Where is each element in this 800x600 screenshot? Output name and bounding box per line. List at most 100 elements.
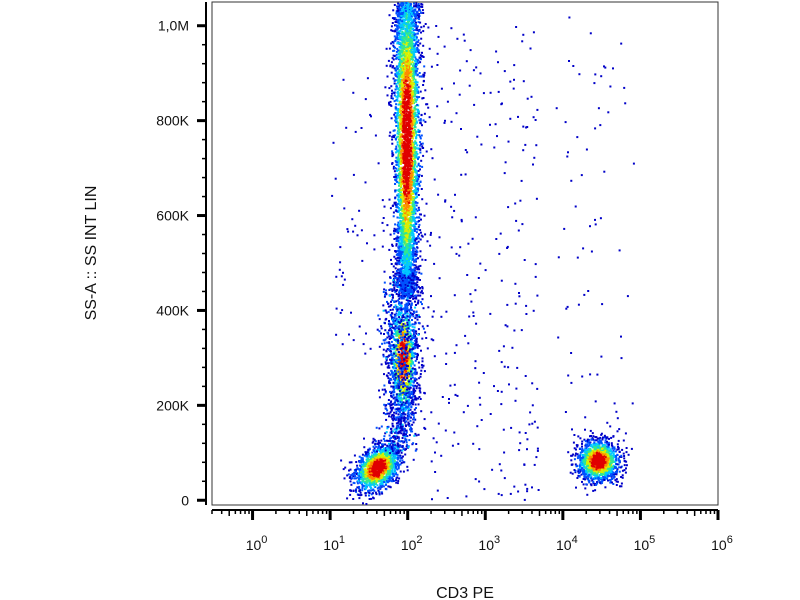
data-point xyxy=(398,329,401,332)
data-point xyxy=(413,269,416,272)
data-point xyxy=(379,458,382,460)
data-point xyxy=(386,355,389,358)
data-point xyxy=(384,467,387,470)
data-point xyxy=(362,471,365,474)
data-point xyxy=(422,12,425,14)
data-point xyxy=(379,464,382,467)
data-point xyxy=(382,475,385,478)
data-point xyxy=(401,157,404,160)
data-point xyxy=(373,477,375,480)
data-point xyxy=(381,465,384,468)
data-point xyxy=(378,389,380,392)
data-point xyxy=(394,223,397,226)
data-point xyxy=(411,61,414,64)
data-point xyxy=(371,441,374,444)
data-point xyxy=(398,109,401,112)
data-point xyxy=(394,230,397,233)
data-point xyxy=(419,238,422,241)
data-point xyxy=(400,179,403,182)
data-point xyxy=(395,457,397,460)
data-point xyxy=(406,29,409,32)
data-point xyxy=(401,139,404,142)
data-point xyxy=(350,483,353,486)
data-point xyxy=(366,459,369,462)
data-point xyxy=(358,490,361,492)
data-point xyxy=(380,485,383,488)
data-point xyxy=(390,385,393,388)
data-point xyxy=(361,468,364,471)
data-point xyxy=(418,384,421,387)
data-point xyxy=(398,301,401,304)
data-point xyxy=(382,455,385,458)
data-point xyxy=(395,346,398,349)
data-point xyxy=(380,468,383,471)
data-point xyxy=(398,302,400,305)
data-point xyxy=(398,277,401,280)
data-point xyxy=(395,136,398,139)
data-point xyxy=(415,137,418,140)
data-point xyxy=(417,164,420,167)
data-point xyxy=(370,466,373,469)
data-point xyxy=(392,58,395,61)
data-point xyxy=(389,401,392,404)
data-point xyxy=(370,483,373,486)
data-point xyxy=(405,429,408,432)
data-point xyxy=(404,139,407,142)
data-point xyxy=(406,469,409,472)
data-point xyxy=(385,476,388,479)
data-point xyxy=(400,309,403,312)
data-point xyxy=(389,323,392,326)
data-point xyxy=(411,202,414,205)
data-point xyxy=(363,454,366,457)
data-point xyxy=(391,435,394,438)
data-point xyxy=(386,452,389,455)
data-point xyxy=(393,35,396,38)
data-point xyxy=(394,464,397,467)
data-point xyxy=(406,304,408,307)
data-point xyxy=(410,342,413,345)
data-point xyxy=(414,384,416,387)
data-point xyxy=(398,388,401,391)
data-point xyxy=(383,456,386,459)
data-point xyxy=(396,353,399,356)
data-point xyxy=(401,175,404,178)
data-point xyxy=(381,448,384,451)
data-point xyxy=(397,480,400,482)
data-point xyxy=(412,354,415,357)
data-point xyxy=(389,305,392,308)
data-point xyxy=(372,467,375,470)
data-point xyxy=(388,366,391,369)
data-point xyxy=(396,364,399,367)
data-point xyxy=(393,411,396,414)
data-point xyxy=(415,155,418,157)
data-point xyxy=(392,363,395,365)
data-point xyxy=(373,453,375,456)
data-point xyxy=(365,332,367,335)
data-point xyxy=(398,184,400,187)
data-point xyxy=(383,478,386,481)
data-point xyxy=(396,458,399,461)
data-point xyxy=(377,458,380,461)
data-point xyxy=(396,388,399,391)
data-point xyxy=(418,147,421,150)
data-point xyxy=(411,294,414,297)
data-point xyxy=(403,122,406,125)
data-point xyxy=(395,403,398,406)
data-point xyxy=(384,86,387,89)
data-point xyxy=(381,478,384,481)
data-point xyxy=(406,383,409,386)
data-point xyxy=(377,489,380,492)
data-point xyxy=(412,458,415,461)
data-point xyxy=(408,368,411,371)
data-point xyxy=(360,493,363,496)
data-point xyxy=(364,470,367,473)
data-point xyxy=(382,454,385,457)
data-point xyxy=(398,241,401,244)
data-point xyxy=(397,198,400,201)
data-point xyxy=(373,438,376,441)
data-point xyxy=(397,314,400,317)
data-point xyxy=(369,489,372,492)
data-point xyxy=(409,92,412,95)
data-point xyxy=(415,49,418,52)
data-point xyxy=(393,366,396,369)
